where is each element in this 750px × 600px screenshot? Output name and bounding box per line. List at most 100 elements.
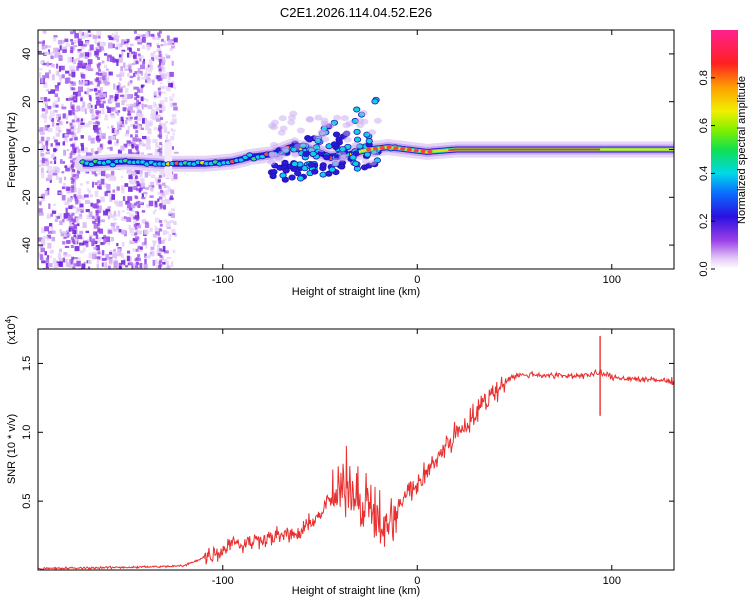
noise-speckle [81,263,86,269]
noise-speckle [137,257,141,262]
noise-speckle [97,114,101,118]
noise-speckle [73,187,77,193]
noise-speckle [116,243,119,247]
noise-speckle [124,183,129,187]
noise-speckle [95,205,99,209]
noise-speckle [81,32,85,36]
signal-branch-halo [370,151,379,158]
noise-speckle [157,146,161,151]
noise-speckle [38,212,44,216]
noise-speckle [69,137,73,141]
noise-speckle [145,242,148,249]
noise-speckle [160,205,164,209]
noise-speckle [72,59,77,65]
noise-speckle [46,136,51,141]
noise-speckle [57,82,61,86]
noise-speckle [148,59,153,66]
noise-speckle [101,109,105,115]
noise-speckle [98,186,102,190]
noise-speckle [106,190,111,193]
noise-speckle [126,250,131,254]
noise-speckle [132,220,138,227]
noise-speckle [103,72,108,78]
noise-speckle [95,79,99,83]
noise-speckle [82,195,85,200]
noise-speckle [96,30,102,36]
noise-speckle [105,236,111,243]
noise-speckle [56,63,59,69]
noise-speckle [71,108,75,112]
noise-speckle [156,95,159,98]
noise-speckle [124,132,130,137]
noise-speckle [173,151,179,154]
noise-speckle [103,173,108,178]
noise-speckle [174,233,178,237]
spectrogram-xtick-label: 100 [603,274,621,286]
noise-speckle [77,38,82,44]
noise-speckle [94,182,98,186]
noise-speckle [48,69,51,75]
noise-speckle [116,225,120,230]
noise-speckle [99,130,103,135]
noise-speckle [143,104,148,108]
noise-speckle [71,110,75,114]
noise-speckle [63,137,68,143]
noise-speckle [115,43,120,50]
noise-speckle [40,150,43,155]
noise-speckle [89,234,94,237]
noise-speckle [167,211,172,215]
noise-speckle [86,87,90,91]
noise-speckle [149,195,154,198]
noise-speckle [92,203,98,209]
noise-speckle [121,241,125,247]
snr-frame [37,328,675,571]
noise-speckle [75,57,80,62]
noise-speckle [164,250,169,254]
noise-speckle [64,201,70,206]
noise-speckle [46,89,50,92]
noise-speckle [117,82,121,85]
noise-speckle [172,81,175,87]
noise-speckle [112,218,118,221]
noise-speckle [55,175,59,180]
noise-speckle [172,178,176,182]
noise-speckle [129,207,133,211]
noise-speckle [106,68,109,71]
noise-speckle [109,196,113,202]
noise-speckle [124,68,129,71]
noise-speckle [137,53,141,57]
noise-speckle [134,37,138,41]
noise-speckle [145,193,148,197]
noise-speckle [145,139,150,146]
noise-speckle [158,30,162,34]
noise-speckle [122,85,126,88]
signal-hot-spot [372,146,379,151]
noise-speckle [160,43,164,47]
noise-speckle [138,88,144,94]
noise-speckle [157,252,161,256]
signal-branch-halo [305,116,314,123]
signal-branch-halo [317,129,326,136]
noise-speckle [137,204,141,208]
noise-speckle [139,141,144,147]
noise-speckle [133,102,139,108]
noise-speckle [141,219,147,224]
noise-speckle [132,137,137,142]
signal-blob [87,161,95,167]
noise-speckle [65,230,69,233]
signal-branch-blob [288,174,296,181]
noise-speckle [88,89,93,92]
noise-speckle [112,253,118,259]
noise-speckle [131,233,136,236]
noise-speckle [63,252,68,256]
noise-speckle [146,127,151,130]
noise-speckle [52,203,56,206]
noise-speckle [89,33,95,38]
noise-speckle [74,146,79,150]
noise-speckle [76,65,80,71]
noise-speckle [54,219,59,222]
noise-speckle [76,260,81,267]
noise-speckle [107,126,110,129]
noise-speckle [159,109,163,113]
noise-speckle [159,61,162,66]
